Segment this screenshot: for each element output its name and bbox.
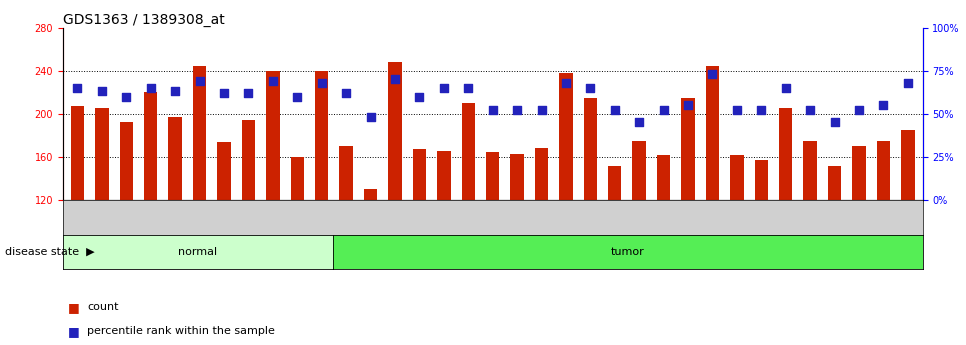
Point bbox=[582, 85, 598, 91]
Bar bbox=[828, 166, 841, 200]
Point bbox=[363, 115, 379, 120]
Point bbox=[656, 108, 671, 113]
Bar bbox=[706, 66, 720, 200]
Bar bbox=[804, 141, 817, 200]
Point bbox=[290, 94, 305, 99]
Point bbox=[216, 90, 232, 96]
Bar bbox=[339, 146, 353, 200]
Bar bbox=[633, 141, 646, 200]
Point bbox=[265, 78, 280, 84]
Point bbox=[338, 90, 354, 96]
Bar bbox=[901, 130, 915, 200]
Bar bbox=[486, 151, 499, 200]
Point bbox=[143, 85, 158, 91]
Bar bbox=[291, 157, 304, 200]
Point bbox=[119, 94, 134, 99]
Bar bbox=[510, 154, 524, 200]
Bar bbox=[462, 103, 475, 200]
Bar bbox=[120, 122, 133, 200]
Bar bbox=[608, 166, 621, 200]
Text: ■: ■ bbox=[68, 325, 79, 338]
Point bbox=[778, 85, 793, 91]
Bar bbox=[266, 71, 279, 200]
Point bbox=[827, 120, 842, 125]
Text: percentile rank within the sample: percentile rank within the sample bbox=[87, 326, 274, 336]
Point bbox=[485, 108, 500, 113]
Point bbox=[876, 102, 892, 108]
Bar bbox=[779, 108, 792, 200]
Bar bbox=[217, 142, 231, 200]
Bar bbox=[437, 150, 450, 200]
Text: normal: normal bbox=[179, 247, 217, 257]
Point bbox=[607, 108, 622, 113]
Bar bbox=[583, 98, 597, 200]
Point bbox=[729, 108, 745, 113]
Bar bbox=[852, 146, 866, 200]
Bar bbox=[364, 189, 378, 200]
Bar bbox=[144, 92, 157, 200]
Bar bbox=[315, 71, 328, 200]
Point bbox=[167, 89, 183, 94]
Bar bbox=[535, 148, 549, 200]
Bar bbox=[877, 141, 890, 200]
Point bbox=[387, 77, 403, 82]
Point bbox=[753, 108, 769, 113]
Bar bbox=[388, 62, 402, 200]
Point bbox=[241, 90, 256, 96]
Bar bbox=[96, 108, 108, 200]
Bar bbox=[754, 160, 768, 200]
Bar bbox=[71, 106, 84, 200]
Text: GDS1363 / 1389308_at: GDS1363 / 1389308_at bbox=[63, 12, 224, 27]
Point bbox=[851, 108, 867, 113]
Point bbox=[803, 108, 818, 113]
Point bbox=[680, 102, 696, 108]
Bar bbox=[657, 155, 670, 200]
Text: disease state  ▶: disease state ▶ bbox=[5, 247, 95, 257]
Text: tumor: tumor bbox=[611, 247, 644, 257]
Bar bbox=[242, 120, 255, 200]
Text: count: count bbox=[87, 302, 119, 312]
Bar bbox=[559, 73, 573, 200]
Point bbox=[558, 80, 574, 86]
Point bbox=[94, 89, 109, 94]
Point bbox=[412, 94, 427, 99]
Bar bbox=[681, 98, 695, 200]
Bar bbox=[730, 155, 744, 200]
Point bbox=[314, 80, 329, 86]
Bar bbox=[412, 149, 426, 200]
Point bbox=[705, 71, 721, 77]
Point bbox=[534, 108, 550, 113]
Point bbox=[509, 108, 525, 113]
Bar bbox=[168, 117, 182, 200]
Point bbox=[436, 85, 451, 91]
Point bbox=[461, 85, 476, 91]
Bar bbox=[193, 66, 207, 200]
Point bbox=[632, 120, 647, 125]
Text: ■: ■ bbox=[68, 300, 79, 314]
Point bbox=[192, 78, 208, 84]
Point bbox=[900, 80, 916, 86]
Point bbox=[70, 85, 85, 91]
